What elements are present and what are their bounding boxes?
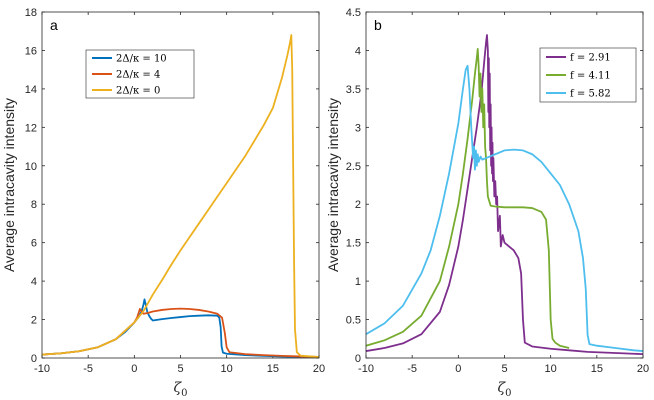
y-tick-label: 6	[31, 238, 37, 250]
y-tick-label: 18	[25, 7, 37, 19]
y-tick-label: 1.5	[346, 238, 361, 250]
x-tick-label: 10	[545, 363, 557, 375]
y-tick-label: 14	[25, 84, 37, 96]
y-axis-label: Average intracavity intensity	[325, 98, 341, 272]
legend-label-1: 2Δ/κ = 10	[116, 54, 167, 65]
x-axis-label: ζ0	[174, 380, 188, 399]
x-tick-label: 5	[177, 363, 183, 375]
x-tick-label: -10	[358, 363, 374, 375]
y-tick-label: 10	[25, 161, 37, 173]
y-tick-label: 16	[25, 45, 37, 57]
x-tick-label: 15	[267, 363, 279, 375]
x-tick-label: 20	[637, 363, 649, 375]
axes-frame	[365, 11, 644, 359]
panel-b: -10 -5 0 5 10 15 20 0 0.5 1 1.5 2 2.5 3 3.5 4 4.5 b Averag…	[325, 7, 649, 399]
panel-label: b	[374, 17, 382, 33]
x-tick-label: 10	[221, 363, 233, 375]
y-tick-label: 2	[31, 315, 37, 327]
y-tick-label: 2	[355, 199, 361, 211]
legend-label-3: f = 5.82	[570, 89, 611, 100]
y-tick-label: 2.5	[346, 161, 361, 173]
y-tick-label: 1	[355, 276, 361, 288]
legend-label-2: 2Δ/κ = 4	[116, 70, 160, 81]
y-tick-label: 3	[355, 122, 361, 134]
x-tick-label: 15	[591, 363, 603, 375]
legend: 2Δ/κ = 10 2Δ/κ = 4 2Δ/κ = 0	[85, 49, 195, 99]
y-axis-label: Average intracavity intensity	[1, 98, 17, 272]
y-tick-label: 4	[31, 276, 37, 288]
axes-frame	[41, 11, 320, 359]
x-tick-label: 0	[131, 363, 137, 375]
y-tick-label: 8	[31, 199, 37, 211]
series-line-3	[42, 34, 319, 358]
legend-label-1: f = 2.91	[570, 53, 611, 64]
legend-label-2: f = 4.11	[570, 71, 611, 82]
y-tick-label: 12	[25, 122, 37, 134]
legend-label-3: 2Δ/κ = 0	[116, 86, 160, 97]
y-tick-label: 0	[31, 353, 37, 365]
y-tick-label: 0.5	[346, 315, 361, 327]
series-line-2	[366, 48, 570, 349]
panel-a: -10 -5 0 5 10 15 20 0 2 4 6 8 10 12 14 16 18 a Average int…	[1, 7, 325, 399]
series-line-3	[366, 64, 643, 352]
y-tick-label: 4.5	[346, 7, 361, 19]
x-tick-label: 0	[455, 363, 461, 375]
x-tick-label: -5	[407, 363, 417, 375]
legend: f = 2.91 f = 4.11 f = 5.82	[539, 47, 637, 103]
x-tick-label: 20	[313, 363, 325, 375]
panel-label: a	[50, 17, 58, 33]
y-tick-label: 0	[355, 353, 361, 365]
x-axis-label: ζ0	[498, 380, 512, 399]
y-tick-label: 3.5	[346, 84, 361, 96]
series-line-1	[366, 34, 643, 356]
y-tick-label: 4	[355, 45, 361, 57]
x-tick-label: -10	[34, 363, 50, 375]
x-tick-label: 5	[501, 363, 507, 375]
x-tick-label: -5	[83, 363, 93, 375]
